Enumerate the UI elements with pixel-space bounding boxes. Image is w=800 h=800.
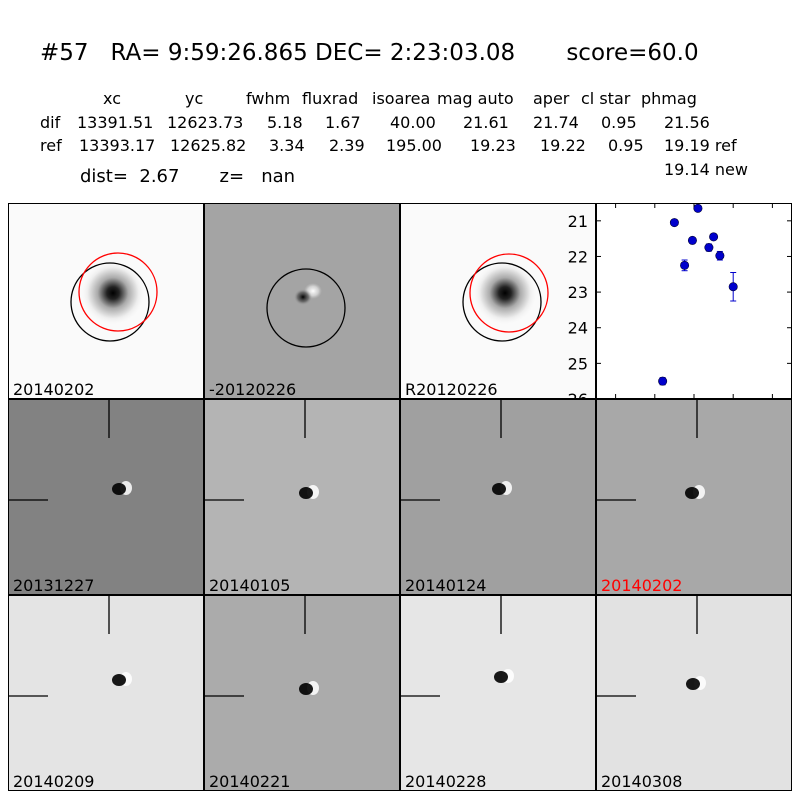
cell-phmag: 19.19 ref <box>664 136 737 155</box>
aperture-circle-black <box>70 262 150 342</box>
cutout-panel: 20140202 <box>596 399 792 595</box>
cutout-panel: 20140228 <box>400 595 596 791</box>
col-header-phmag: phmag <box>641 89 697 108</box>
data-point <box>728 282 738 292</box>
panel-difference: -20120226 <box>204 203 400 399</box>
aperture-circle-red <box>469 253 549 333</box>
transient-source <box>686 678 700 690</box>
cell-mag-auto: 21.61 <box>463 113 509 132</box>
cell-fluxrad: 2.39 <box>329 136 365 155</box>
cell-yc: 12625.82 <box>170 136 247 155</box>
data-point <box>709 232 719 242</box>
panel-label: 20140124 <box>405 576 487 595</box>
col-header-fluxrad: fluxrad <box>302 89 359 108</box>
data-point <box>680 260 690 270</box>
aperture-circle-red <box>78 252 158 332</box>
plot-frame <box>596 203 792 399</box>
cutout-panel: 20140124 <box>400 399 596 595</box>
cell-mag-auto: 19.23 <box>470 136 516 155</box>
cutout-panel: 20140308 <box>596 595 792 791</box>
panel-label: -20120226 <box>209 380 297 399</box>
data-point <box>704 243 714 253</box>
cutout-panel: 20131227 <box>8 399 204 595</box>
row-label: dif <box>40 113 61 132</box>
data-point <box>693 203 703 213</box>
data-point <box>658 376 668 386</box>
y-tick-label: 23 <box>568 283 588 302</box>
cell-xc: 13391.51 <box>77 113 154 132</box>
transient-source <box>299 487 313 499</box>
cutout-panel: 20140209 <box>8 595 204 791</box>
cutout-panel: 20140221 <box>204 595 400 791</box>
y-tick-label: 25 <box>568 354 588 373</box>
cell-cl-star: 0.95 <box>601 113 637 132</box>
cell-isoarea: 40.00 <box>390 113 436 132</box>
cell-yc: 12623.73 <box>167 113 244 132</box>
row-label: ref <box>40 136 62 155</box>
data-point <box>669 218 679 228</box>
panel-label: 20140308 <box>601 772 683 791</box>
panel-label: 20131227 <box>13 576 95 595</box>
panel-label: R20120226 <box>405 380 498 399</box>
transient-source <box>299 683 313 695</box>
cutout-panel: 20140105 <box>204 399 400 595</box>
col-header-yc: yc <box>185 89 204 108</box>
col-header-isoarea: isoarea <box>372 89 431 108</box>
panel-reference-20120226: R20120226 <box>400 203 596 399</box>
light-curve-chart: −100−50050100212223242526 <box>568 203 792 423</box>
aperture-circle-black <box>266 268 346 348</box>
y-tick-label: 21 <box>568 212 588 231</box>
panel-science-20140202: 20140202 <box>8 203 204 399</box>
cell-isoarea: 195.00 <box>386 136 442 155</box>
y-tick-label: 24 <box>568 319 588 338</box>
col-header-mag-auto: mag auto <box>437 89 514 108</box>
panel-label: 20140209 <box>13 772 95 791</box>
cell-aper: 21.74 <box>533 113 579 132</box>
panel-label: 20140202 <box>601 576 683 595</box>
col-header-fwhm: fwhm <box>246 89 291 108</box>
cell-phmag: 21.56 <box>664 113 710 132</box>
y-tick-label: 22 <box>568 247 588 266</box>
transient-source <box>112 483 126 495</box>
cell-fwhm: 3.34 <box>269 136 305 155</box>
col-header-xc: xc <box>103 89 121 108</box>
data-point <box>687 235 697 245</box>
panel-label: 20140221 <box>209 772 291 791</box>
cell-cl-star: 0.95 <box>608 136 644 155</box>
aperture-circle-black <box>462 262 542 342</box>
cell-xc: 13393.17 <box>79 136 156 155</box>
page-title: #57 RA= 9:59:26.865 DEC= 2:23:03.08 scor… <box>40 40 699 66</box>
dist-line: dist= 2.67 z= nan <box>80 166 296 187</box>
col-header-aper: aper <box>533 89 570 108</box>
col-header-cl-star: cl star <box>581 89 631 108</box>
transient-source <box>492 483 506 495</box>
cell-fwhm: 5.18 <box>267 113 303 132</box>
panel-label: 20140228 <box>405 772 487 791</box>
transient-source <box>685 487 699 499</box>
cell-fluxrad: 1.67 <box>325 113 361 132</box>
data-point <box>715 251 725 261</box>
new-mag: 19.14 new <box>664 160 748 179</box>
panel-label: 20140105 <box>209 576 291 595</box>
panel-label: 20140202 <box>13 380 95 399</box>
transient-source <box>112 674 126 686</box>
transient-source <box>494 671 508 683</box>
cell-aper: 19.22 <box>540 136 586 155</box>
